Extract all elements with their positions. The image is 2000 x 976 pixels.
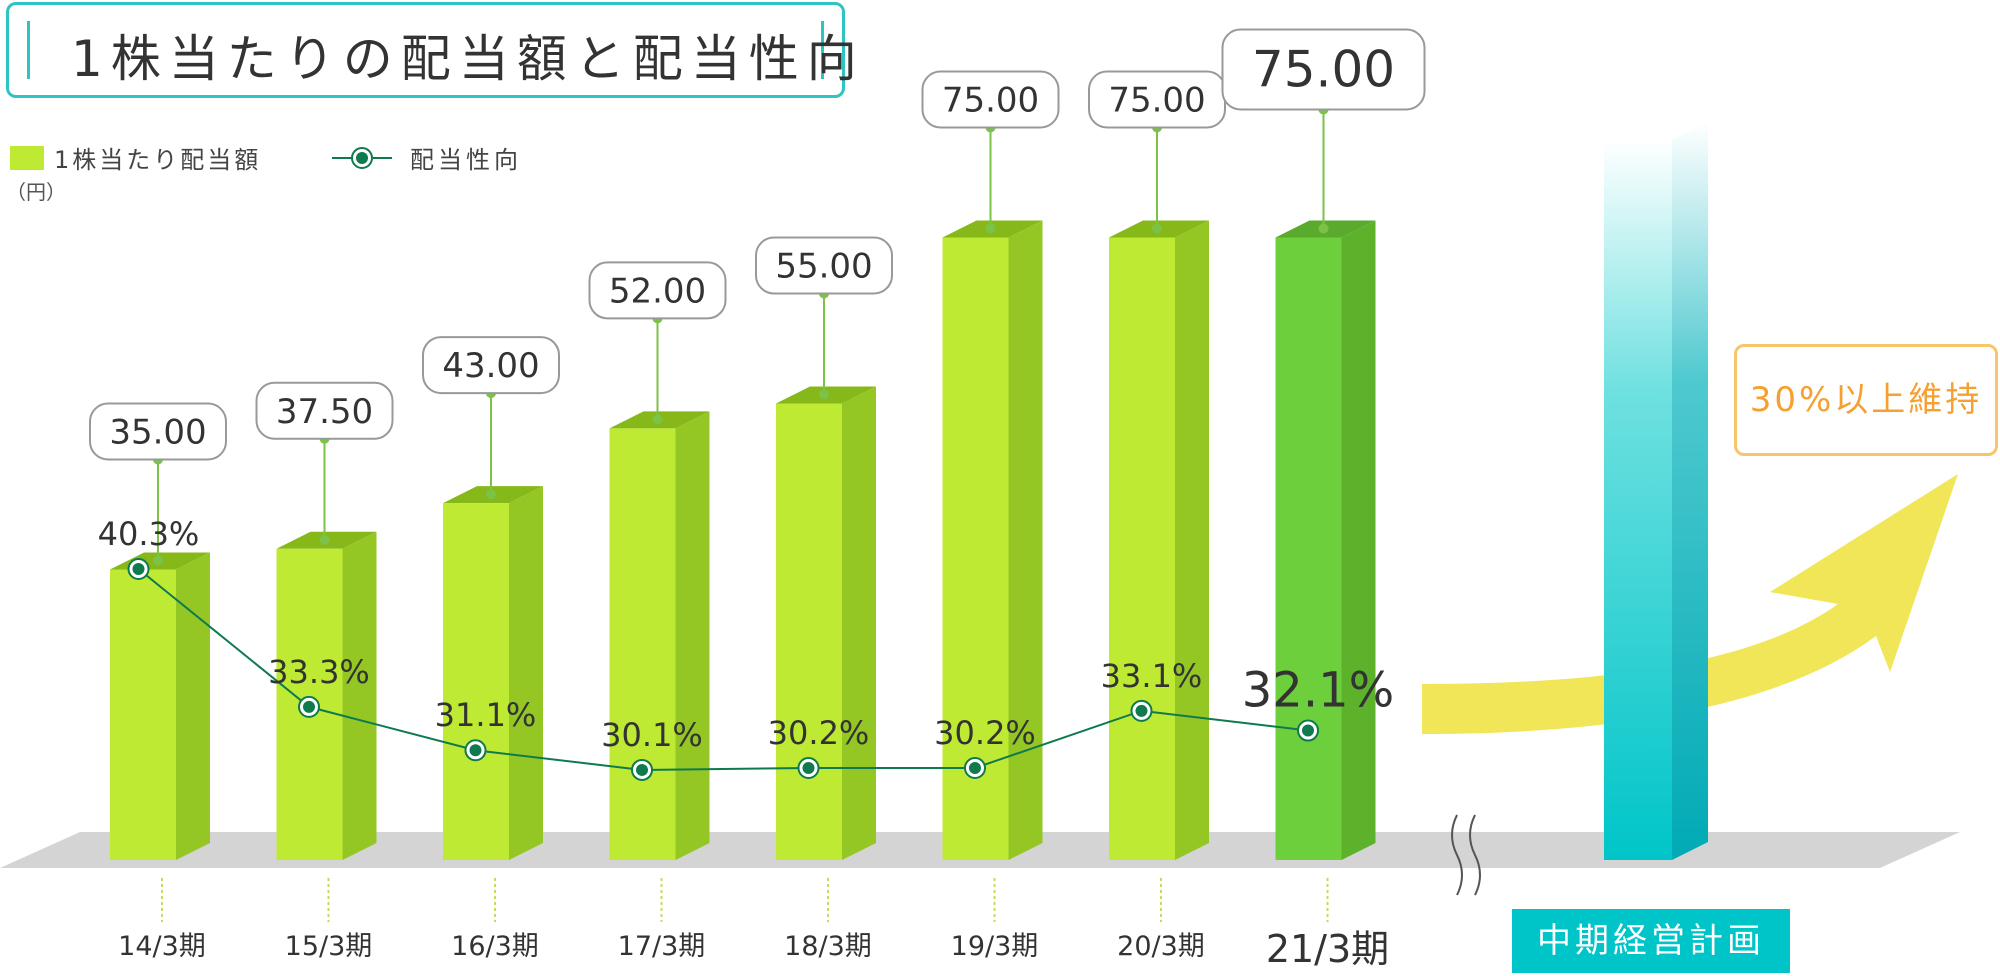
x-tick-label: 17/3期 [618, 931, 706, 962]
bar-side [509, 486, 543, 860]
value-label-box [921, 70, 1060, 129]
value-label: 75.00 [1108, 81, 1205, 121]
ratio-label: 33.3% [268, 653, 370, 691]
plan-label: 中期経営計画 [1512, 909, 1790, 973]
callout-dot [819, 389, 829, 400]
value-label-box [422, 336, 560, 395]
callout-dot [153, 555, 163, 566]
callout-dot [652, 414, 663, 425]
x-tick-label: 16/3期 [451, 931, 539, 962]
bar-side [842, 386, 876, 860]
bar [443, 503, 509, 860]
ratio-label: 40.3% [98, 515, 200, 553]
callout-dot [1318, 223, 1329, 234]
x-tick-label: 18/3期 [784, 931, 872, 962]
bar-side [1008, 220, 1043, 860]
ratio-point-core [802, 761, 815, 774]
x-tick-label: 19/3期 [951, 931, 1039, 962]
ratio-point-core [1135, 704, 1148, 717]
callout-dot [1152, 223, 1162, 234]
value-label-box [89, 402, 227, 461]
callout-dot [319, 534, 330, 545]
ratio-point-core [636, 763, 648, 776]
chart-title: 1株当たりの配当額と配当性向 [71, 30, 865, 88]
value-label: 43.00 [442, 346, 539, 386]
value-label: 37.50 [276, 392, 373, 432]
x-tick-label: 15/3期 [285, 931, 373, 962]
bar [1109, 237, 1175, 860]
ratio-label: 30.1% [601, 716, 703, 754]
callout-dot [486, 489, 496, 500]
x-tick-label: 21/3期 [1266, 927, 1389, 971]
title-accent-right [821, 21, 824, 79]
title-box: 1株当たりの配当額と配当性向 [6, 2, 857, 98]
ratio-point-core [132, 563, 145, 575]
ratio-point-core [969, 761, 981, 774]
ratio-label: 33.1% [1101, 657, 1203, 695]
bar-side [1175, 220, 1209, 860]
ratio-line [137, 568, 1309, 771]
ratio-label: 30.2% [934, 714, 1036, 752]
bar-side [342, 531, 377, 860]
value-label: 35.00 [109, 413, 206, 453]
ratio-label: 30.2% [768, 714, 870, 752]
bar-side [675, 411, 710, 860]
title-accent-left [27, 21, 30, 79]
ratio-label: 31.1% [435, 696, 537, 734]
bar [942, 237, 1009, 860]
axis-break-mark [1469, 814, 1481, 896]
ratio-point-core [1302, 724, 1314, 737]
legend-line-marker-dot [356, 152, 368, 164]
value-label-box [1221, 28, 1426, 111]
bar [1275, 237, 1342, 860]
bar [776, 403, 842, 860]
callout-dot [985, 223, 996, 234]
ratio-label: 32.1% [1242, 663, 1394, 719]
target-label: 30%以上維持 [1734, 344, 1998, 456]
bar-side [1341, 220, 1376, 860]
ratio-point-core [303, 700, 315, 713]
ratio-point-core [469, 744, 482, 757]
value-label: 75.00 [942, 81, 1039, 121]
plan-column-side [1672, 122, 1708, 860]
legend-line-label: 配当性向 [410, 146, 522, 174]
x-tick-label: 20/3期 [1117, 931, 1205, 962]
value-label-box [255, 381, 394, 440]
value-label-box [588, 261, 727, 320]
bar-side [176, 552, 210, 860]
x-tick-label: 14/3期 [118, 931, 206, 962]
legend-bar-swatch [10, 146, 44, 170]
legend-bar-label: 1株当たり配当額 [54, 146, 261, 174]
value-label: 55.00 [775, 247, 872, 287]
value-label-box [755, 236, 893, 295]
axis-break-mark [1451, 814, 1463, 896]
plan-column [1604, 140, 1672, 860]
bar [609, 428, 676, 860]
legend-unit: （円） [6, 180, 66, 204]
value-label: 75.00 [1252, 41, 1395, 99]
bar [110, 569, 176, 860]
value-label: 52.00 [609, 271, 706, 311]
